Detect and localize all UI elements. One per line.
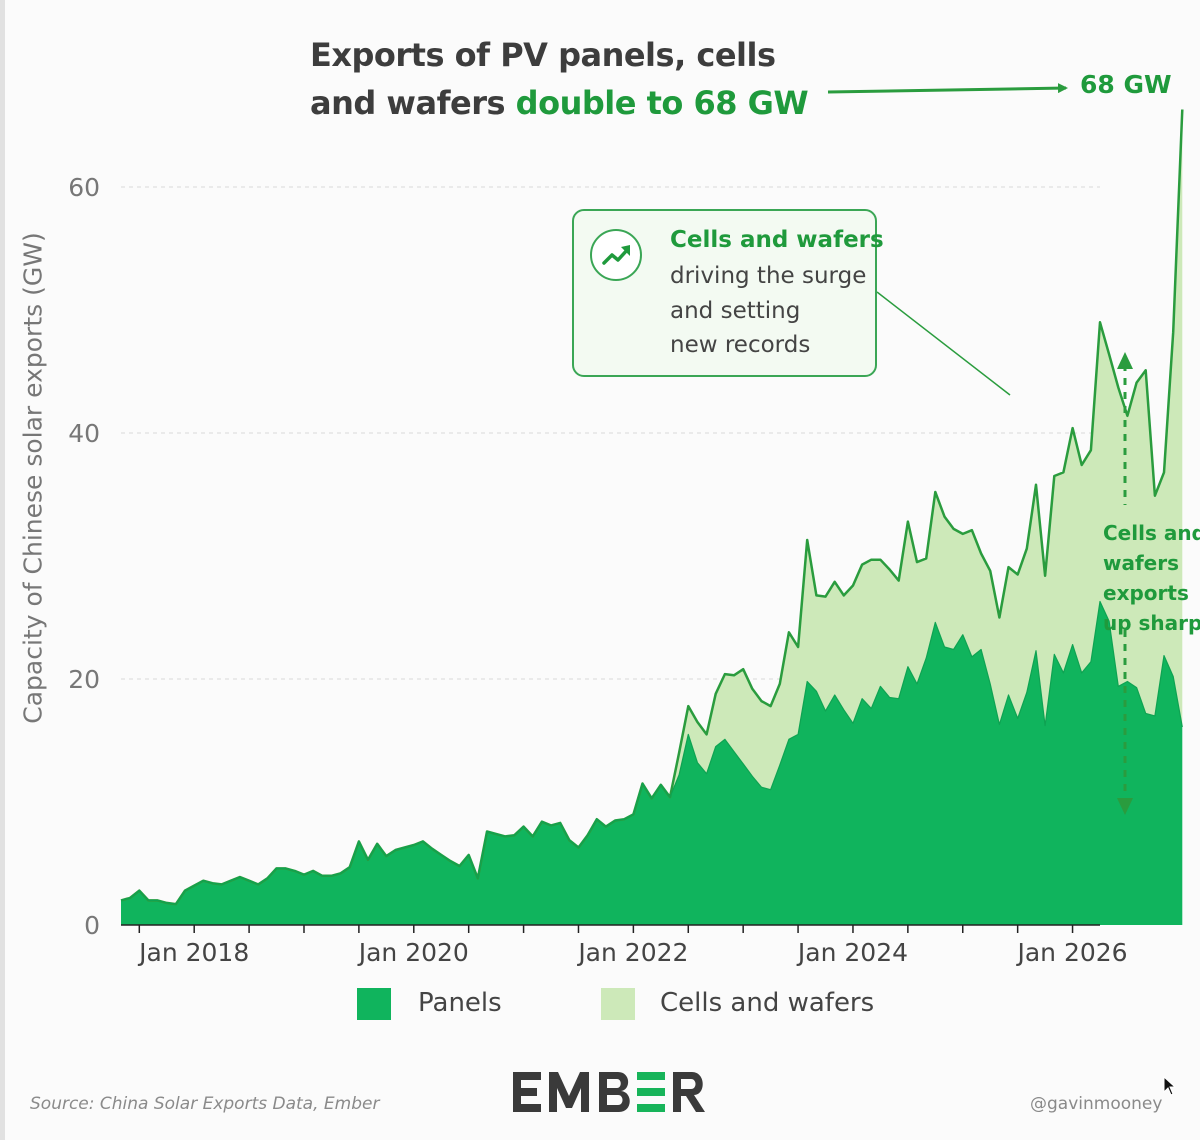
- x-tick-label-2024: Jan 2024: [796, 938, 908, 967]
- tick-labels: 0 20 40 60 Jan 2018 Jan 2020 Jan 2022 Jan 2024 J…: [68, 173, 1127, 967]
- annotation-layer: [827, 83, 1133, 815]
- y-tick-label-20: 20: [68, 665, 100, 694]
- growth-arrow-up-head: [1117, 352, 1133, 369]
- source-note: Source: China Solar Exports Data, Ember: [30, 1094, 380, 1114]
- callout-line-2: and setting: [670, 298, 801, 324]
- chart-title-highlight: double to 68 GW: [515, 84, 809, 122]
- y-tick-label-0: 0: [84, 911, 100, 940]
- panels-top-line: [120, 600, 1183, 905]
- left-edge-divider: [0, 0, 5, 1140]
- y-axis-label: Capacity of Chinese solar exports (GW): [18, 232, 48, 724]
- legend-panels-label: Panels: [418, 988, 502, 1018]
- legend-panels-swatch: [357, 988, 391, 1020]
- author-credit: @gavinmooney: [1030, 1094, 1163, 1114]
- x-tick-label-2022: Jan 2022: [576, 938, 688, 967]
- x-axis: [121, 924, 1100, 933]
- x-tick-label-2018: Jan 2018: [137, 938, 249, 967]
- x-tick-label-2026: Jan 2026: [1015, 938, 1127, 967]
- legend-cells-label: Cells and wafers: [660, 988, 875, 1018]
- side-annotation-line-3: exports: [1103, 581, 1189, 605]
- side-annotation-line-1: Cells and: [1103, 521, 1200, 545]
- gridlines: [121, 186, 1100, 680]
- panels-area: [121, 601, 1183, 925]
- chart-title-line2: and wafers double to 68 GW: [310, 84, 809, 122]
- area-layer: [120, 109, 1184, 925]
- legend-cells-swatch: [601, 988, 635, 1020]
- callout-box: Cells and wafers driving the surge and s…: [572, 209, 884, 377]
- peak-arrow: [827, 83, 1068, 94]
- growth-arrow-down-head: [1117, 798, 1133, 815]
- peak-value-label: 68 GW: [1080, 70, 1172, 99]
- trend-up-icon: [590, 229, 642, 281]
- ember-logo: [513, 1072, 705, 1112]
- y-tick-label-40: 40: [68, 419, 100, 448]
- callout-heading: Cells and wafers: [670, 227, 884, 253]
- chart-title-line1: Exports of PV panels, cells: [310, 36, 776, 74]
- callout-line-1: driving the surge: [670, 263, 867, 289]
- callout-leader-line: [876, 291, 1011, 396]
- side-annotation-line-4: up sharply: [1103, 611, 1200, 635]
- x-tick-label-2020: Jan 2020: [357, 938, 469, 967]
- y-tick-label-60: 60: [68, 173, 100, 202]
- mouse-cursor-icon: [1163, 1076, 1177, 1096]
- callout-line-3: new records: [670, 332, 811, 358]
- side-annotation-line-2: wafers: [1103, 551, 1180, 575]
- chart-title-prefix: and wafers: [310, 84, 516, 122]
